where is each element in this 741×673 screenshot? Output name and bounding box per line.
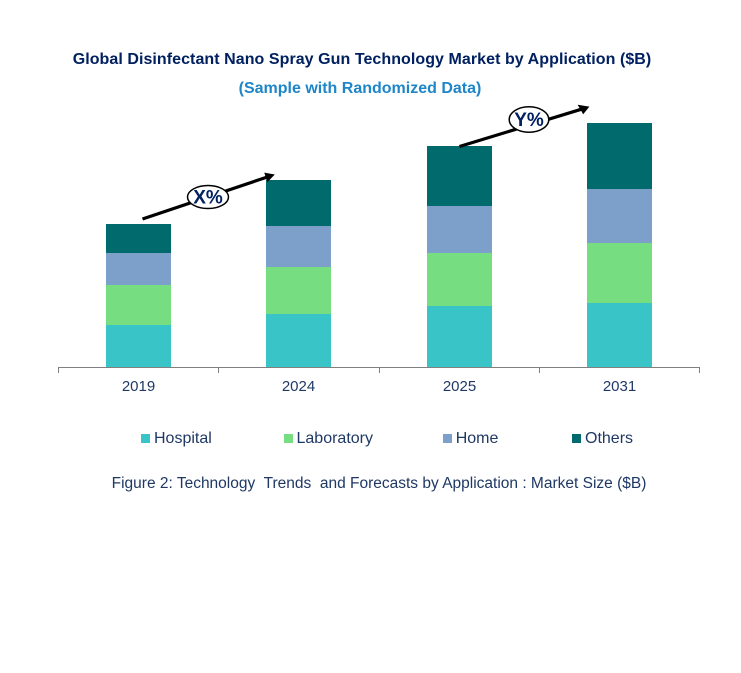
svg-text:X%: X% bbox=[193, 188, 223, 209]
svg-text:Y%: Y% bbox=[514, 110, 544, 131]
